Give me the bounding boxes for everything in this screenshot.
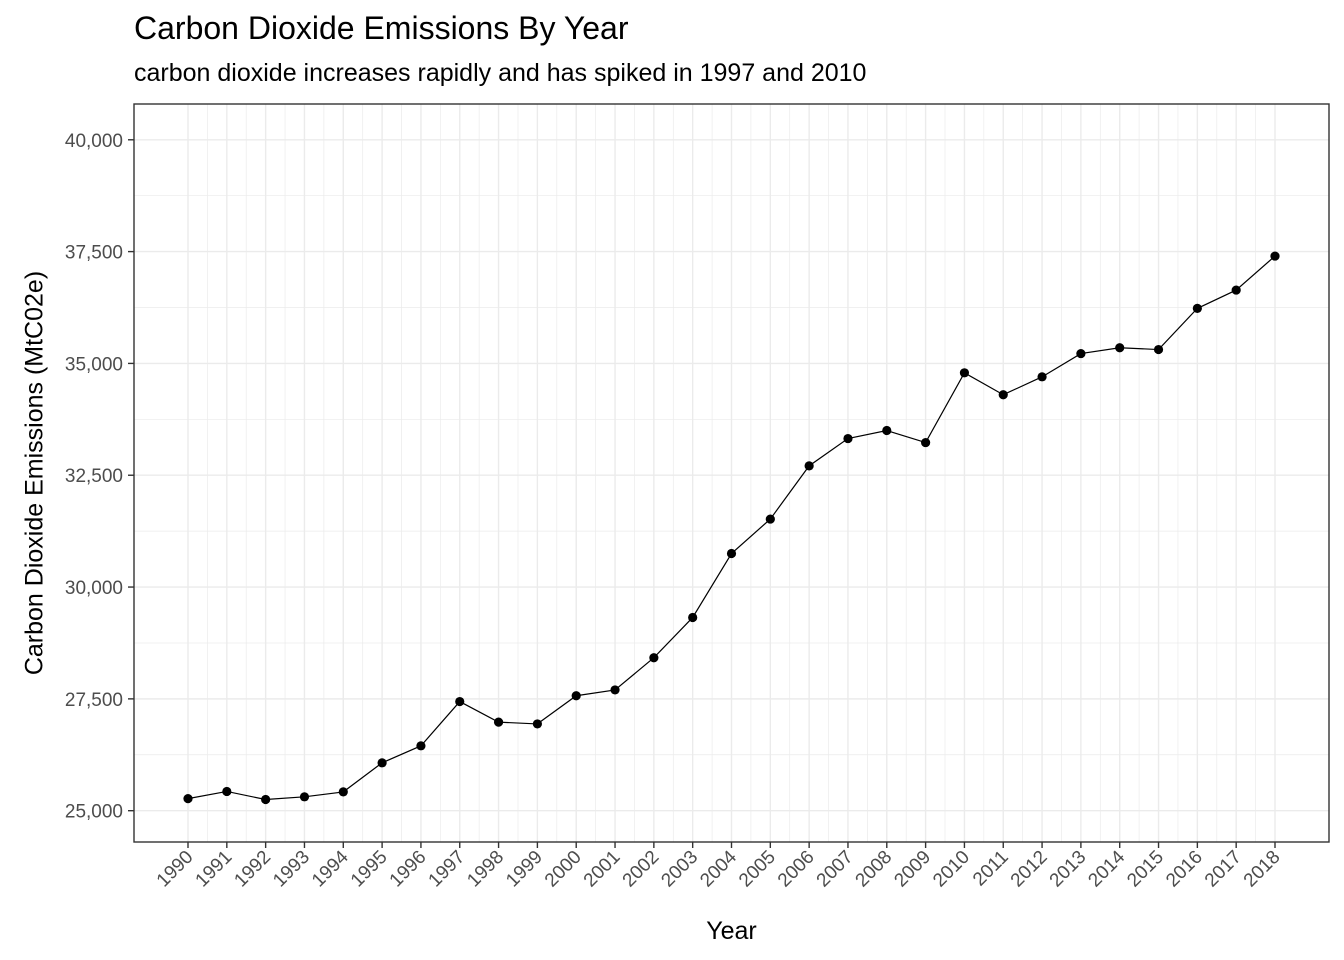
data-point: [183, 794, 193, 804]
data-point: [1115, 343, 1125, 353]
x-tick-label: 2006: [774, 847, 819, 892]
x-tick-label: 2003: [657, 847, 702, 892]
data-points: [183, 251, 1280, 805]
x-tick-label: 2012: [1007, 847, 1052, 892]
data-point: [338, 787, 348, 797]
x-tick-label: 2010: [929, 847, 974, 892]
x-tick-label: 2017: [1201, 847, 1246, 892]
x-tick-label: 1993: [269, 847, 314, 892]
data-point: [765, 514, 775, 524]
x-axis-tick-labels: 1990199119921993199419951996199719981999…: [153, 846, 1285, 891]
chart-title: Carbon Dioxide Emissions By Year: [134, 10, 629, 46]
x-axis-title: Year: [706, 917, 757, 945]
major-gridlines: [134, 104, 1329, 842]
y-axis-tick-labels: 25,000 27,500 30,000 32,500 35,000 37,500 40,0…: [65, 131, 123, 823]
data-point: [649, 653, 659, 663]
x-tick-label: 2018: [1240, 847, 1285, 892]
data-point: [222, 786, 232, 797]
data-point: [1037, 372, 1047, 382]
x-tick-label: 2005: [735, 847, 780, 892]
data-point: [1192, 303, 1202, 314]
data-point: [921, 437, 931, 448]
data-point: [688, 612, 698, 623]
data-point: [1076, 348, 1086, 359]
data-point: [726, 548, 737, 559]
data-point: [610, 685, 620, 695]
minor-gridlines: [134, 104, 1329, 842]
x-tick-label: 2001: [580, 847, 625, 892]
x-tick-label: 2015: [1123, 847, 1168, 892]
x-tick-label: 1999: [502, 847, 547, 892]
data-point: [1153, 344, 1164, 355]
x-tick-label: 1998: [463, 847, 508, 892]
data-point: [532, 719, 542, 729]
x-tick-label: 1990: [153, 847, 198, 892]
data-point: [261, 794, 271, 805]
x-tick-label: 1992: [230, 847, 275, 892]
x-tick-label: 2004: [696, 846, 741, 891]
data-point: [571, 691, 581, 701]
data-point: [959, 368, 970, 378]
x-tick-label: 2013: [1046, 847, 1091, 892]
x-tick-label: 2016: [1162, 847, 1207, 892]
x-tick-label: 2014: [1085, 846, 1130, 891]
y-tick-label: 30,000: [65, 578, 123, 599]
y-tick-label: 27,500: [65, 690, 123, 711]
data-point: [1231, 285, 1241, 295]
x-tick-label: 2008: [852, 847, 897, 892]
x-tick-label: 1997: [425, 847, 470, 892]
x-tick-label: 1996: [386, 847, 431, 892]
data-point: [299, 792, 310, 802]
y-tick-label: 35,000: [65, 354, 123, 375]
y-tick-label: 25,000: [65, 802, 123, 823]
data-point: [377, 758, 387, 768]
data-point: [804, 461, 814, 471]
data-point: [493, 717, 504, 727]
x-tick-label: 2007: [813, 847, 858, 892]
data-point: [843, 433, 853, 444]
y-tick-label: 37,500: [65, 243, 123, 264]
data-point: [998, 390, 1008, 400]
x-tick-label: 2002: [619, 847, 664, 892]
axis-ticks: [128, 139, 1276, 848]
data-point: [455, 696, 465, 707]
x-tick-label: 2011: [969, 847, 1013, 891]
data-point: [416, 741, 426, 751]
chart-subtitle: carbon dioxide increases rapidly and has…: [134, 59, 867, 87]
y-tick-label: 32,500: [65, 466, 123, 487]
x-tick-label: 1991: [192, 847, 237, 892]
data-point: [1270, 251, 1280, 261]
data-point: [882, 425, 892, 436]
x-tick-label: 1995: [347, 847, 392, 892]
x-tick-label: 1994: [308, 846, 353, 891]
y-tick-label: 40,000: [65, 131, 123, 152]
x-tick-label: 2009: [890, 847, 935, 892]
x-tick-label: 2000: [541, 847, 586, 892]
y-axis-title: Carbon Dioxide Emissions (MtC02e): [21, 271, 49, 675]
